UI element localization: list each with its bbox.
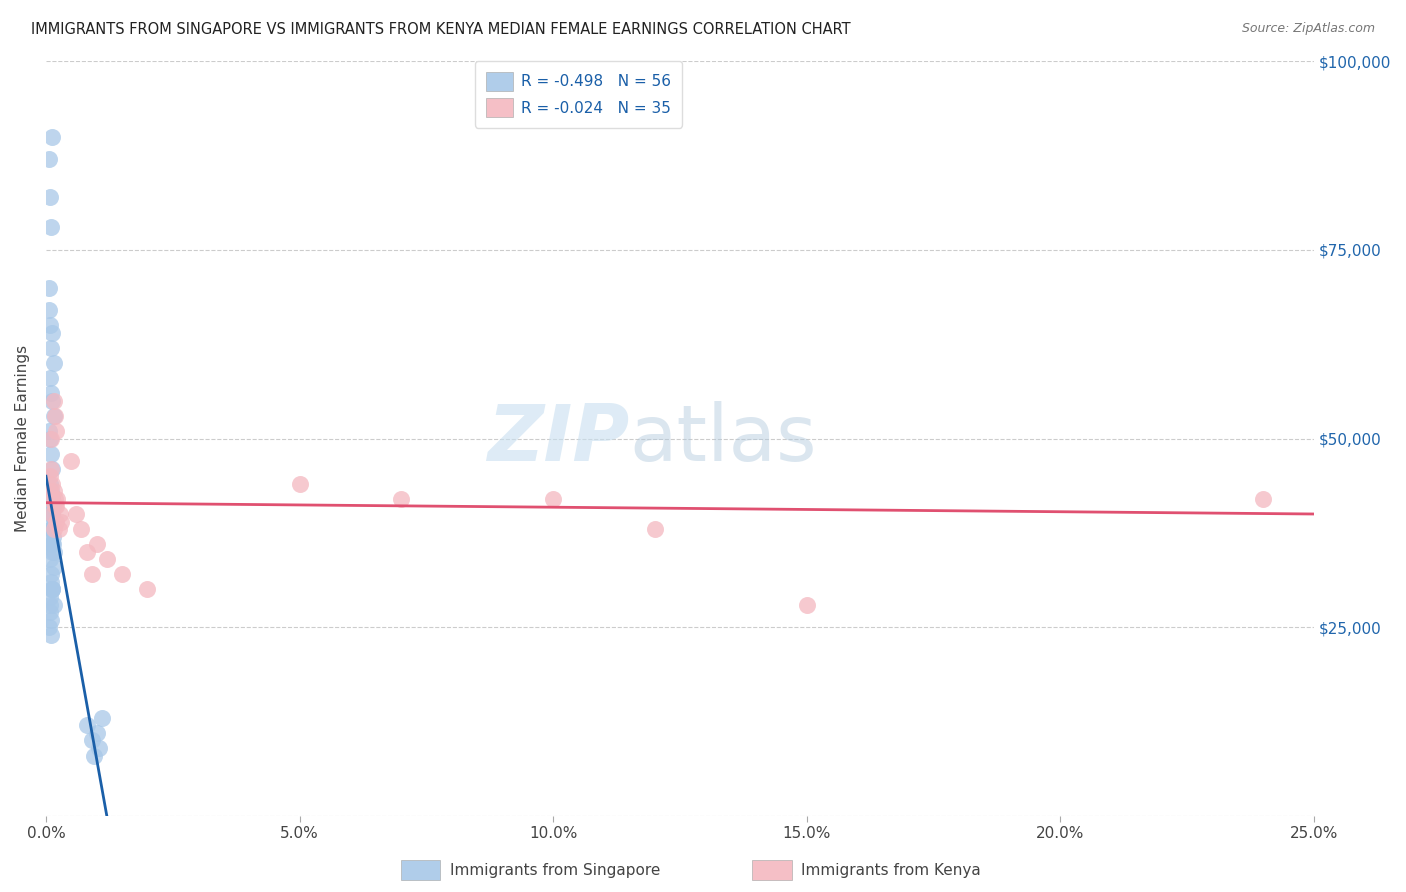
- Point: [38, 153, 60, 167]
- Point: [41, 491, 63, 506]
- Point: [44, 491, 66, 506]
- Point: [39, 341, 62, 355]
- Point: [80, 733, 103, 747]
- Point: [39, 469, 62, 483]
- Point: [86, 537, 108, 551]
- Point: [45, 500, 67, 514]
- Point: [42, 409, 65, 423]
- Point: [60, 454, 83, 468]
- Point: [39, 552, 62, 566]
- Point: [39, 613, 62, 627]
- Text: ZIP: ZIP: [486, 401, 628, 476]
- Point: [39, 190, 62, 204]
- Point: [38, 303, 60, 318]
- Text: atlas: atlas: [628, 401, 817, 476]
- Point: [796, 598, 818, 612]
- Point: [41, 582, 63, 597]
- Text: Immigrants from Kenya: Immigrants from Kenya: [801, 863, 981, 878]
- Point: [41, 500, 63, 514]
- Point: [38, 280, 60, 294]
- Point: [38, 507, 60, 521]
- Point: [41, 476, 63, 491]
- Point: [39, 318, 62, 333]
- Point: [38, 476, 60, 491]
- Point: [80, 567, 103, 582]
- Point: [45, 515, 67, 529]
- Point: [83, 748, 105, 763]
- Text: Immigrants from Singapore: Immigrants from Singapore: [450, 863, 661, 878]
- Point: [39, 484, 62, 499]
- Point: [42, 393, 65, 408]
- Text: IMMIGRANTS FROM SINGAPORE VS IMMIGRANTS FROM KENYA MEDIAN FEMALE EARNINGS CORREL: IMMIGRANTS FROM SINGAPORE VS IMMIGRANTS …: [31, 22, 851, 37]
- Point: [41, 491, 63, 506]
- Point: [42, 545, 65, 559]
- Point: [49, 507, 72, 521]
- Point: [45, 424, 67, 438]
- Point: [44, 500, 66, 514]
- Point: [39, 522, 62, 536]
- Point: [39, 522, 62, 536]
- Point: [41, 393, 63, 408]
- Point: [39, 491, 62, 506]
- Point: [39, 484, 62, 499]
- Point: [51, 515, 73, 529]
- Point: [39, 590, 62, 604]
- Point: [76, 545, 98, 559]
- Point: [41, 545, 63, 559]
- Legend: R = -0.498   N = 56, R = -0.024   N = 35: R = -0.498 N = 56, R = -0.024 N = 35: [475, 62, 682, 128]
- Point: [41, 326, 63, 340]
- Point: [44, 409, 66, 423]
- Point: [41, 530, 63, 544]
- Point: [41, 537, 63, 551]
- Point: [96, 552, 118, 566]
- Point: [41, 582, 63, 597]
- Point: [111, 567, 134, 582]
- Point: [65, 507, 87, 521]
- Point: [41, 507, 63, 521]
- Point: [41, 582, 63, 597]
- Point: [39, 567, 62, 582]
- Point: [39, 574, 62, 589]
- Point: [90, 711, 112, 725]
- Point: [39, 432, 62, 446]
- Point: [39, 447, 62, 461]
- Point: [39, 605, 62, 619]
- Point: [42, 598, 65, 612]
- Point: [41, 507, 63, 521]
- Point: [1251, 491, 1274, 506]
- Point: [39, 371, 62, 385]
- Point: [288, 476, 311, 491]
- Point: [38, 620, 60, 634]
- Point: [644, 522, 666, 536]
- Point: [41, 129, 63, 144]
- Point: [39, 461, 62, 475]
- Point: [76, 718, 98, 732]
- Point: [42, 484, 65, 499]
- Point: [86, 726, 108, 740]
- Point: [41, 537, 63, 551]
- Point: [39, 432, 62, 446]
- Y-axis label: Median Female Earnings: Median Female Earnings: [15, 345, 30, 533]
- Point: [70, 522, 93, 536]
- Point: [41, 461, 63, 475]
- Point: [42, 356, 65, 370]
- Point: [39, 598, 62, 612]
- Point: [39, 537, 62, 551]
- Point: [39, 491, 62, 506]
- Point: [39, 386, 62, 401]
- Point: [39, 522, 62, 536]
- Point: [39, 628, 62, 642]
- Point: [136, 582, 159, 597]
- Point: [541, 491, 564, 506]
- Point: [48, 522, 70, 536]
- Point: [89, 741, 111, 756]
- Point: [39, 220, 62, 235]
- Point: [46, 491, 69, 506]
- Point: [39, 507, 62, 521]
- Point: [42, 522, 65, 536]
- Point: [42, 559, 65, 574]
- Text: Source: ZipAtlas.com: Source: ZipAtlas.com: [1241, 22, 1375, 36]
- Point: [38, 424, 60, 438]
- Point: [389, 491, 412, 506]
